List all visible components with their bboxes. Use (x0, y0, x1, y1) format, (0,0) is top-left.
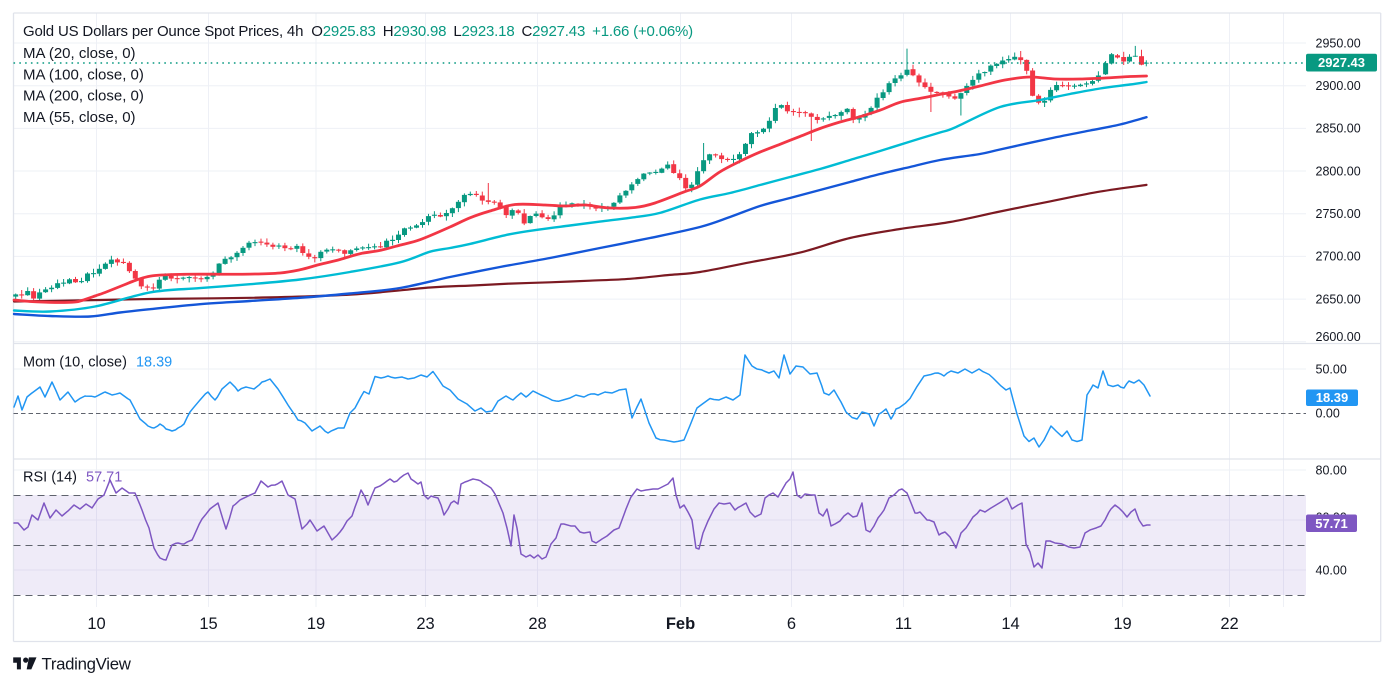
svg-text:80.00: 80.00 (1316, 463, 1347, 477)
svg-text:TradingView: TradingView (42, 655, 132, 674)
svg-text:19: 19 (1113, 615, 1131, 633)
svg-text:57.71: 57.71 (1315, 516, 1348, 531)
svg-text:2600.00: 2600.00 (1316, 330, 1361, 344)
svg-text:22: 22 (1220, 615, 1238, 633)
svg-text:0.00: 0.00 (1316, 406, 1340, 420)
svg-text:19: 19 (307, 615, 325, 633)
svg-text:11: 11 (895, 615, 912, 633)
svg-text:2927.43: 2927.43 (1318, 55, 1365, 70)
svg-text:18.39: 18.39 (1316, 390, 1349, 405)
svg-text:RSI (14)57.71: RSI (14) 57.71 (23, 470, 122, 486)
svg-text:6: 6 (787, 615, 796, 633)
svg-text:MA (55, close, 0): MA (55, close, 0) (23, 109, 136, 126)
svg-text:MA (100, close, 0): MA (100, close, 0) (23, 66, 144, 83)
svg-text:50.00: 50.00 (1316, 362, 1347, 376)
svg-text:10: 10 (87, 615, 105, 633)
svg-text:2750.00: 2750.00 (1316, 207, 1361, 221)
svg-text:40.00: 40.00 (1316, 563, 1347, 577)
svg-text:23: 23 (416, 615, 434, 633)
svg-text:2950.00: 2950.00 (1316, 36, 1361, 50)
svg-text:28: 28 (528, 615, 546, 633)
svg-text:2650.00: 2650.00 (1316, 292, 1361, 306)
svg-text:2850.00: 2850.00 (1316, 122, 1361, 136)
svg-text:Mom (10, close)18.39: Mom (10, close) 18.39 (23, 355, 172, 371)
svg-text:MA (200, close, 0): MA (200, close, 0) (23, 88, 144, 105)
svg-text:Gold US Dollars per Ounce Spot: Gold US Dollars per Ounce Spot Prices, 4… (23, 23, 693, 40)
svg-text:2700.00: 2700.00 (1316, 250, 1361, 264)
svg-text:Feb: Feb (666, 615, 695, 633)
svg-text:MA (20, close, 0): MA (20, close, 0) (23, 45, 136, 62)
svg-text:15: 15 (199, 615, 217, 633)
svg-text:14: 14 (1001, 615, 1019, 633)
svg-text:2800.00: 2800.00 (1316, 164, 1361, 178)
svg-text:2900.00: 2900.00 (1316, 79, 1361, 93)
